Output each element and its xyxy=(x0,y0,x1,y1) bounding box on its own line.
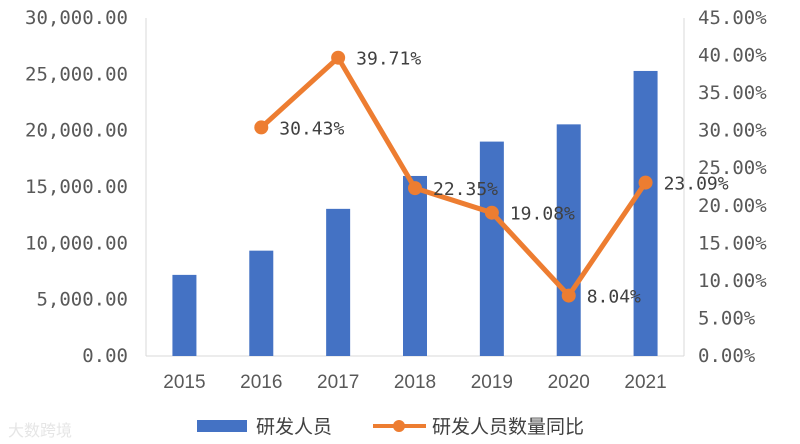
watermark-text: 大数跨境 xyxy=(8,421,72,440)
right-tick-label: 45.00% xyxy=(698,7,767,29)
x-tick-label: 2021 xyxy=(624,372,666,393)
watermark: 大数跨境 xyxy=(8,421,72,440)
left-tick-label: 0.00 xyxy=(82,345,128,367)
legend: 研发人员 研发人员数量同比 xyxy=(197,416,584,438)
line-point xyxy=(408,181,422,196)
line-data-label: 22.35% xyxy=(433,179,498,200)
bar-series xyxy=(172,70,658,356)
bar xyxy=(556,124,581,356)
line-path xyxy=(259,55,648,299)
line-point xyxy=(484,205,499,220)
line-data-label: 8.04% xyxy=(587,287,641,308)
right-axis-ticks: 0.00% 5.00% 10.00% 15.00% 20.00% 25.00% 30.00%… xyxy=(698,7,767,367)
legend-line-marker xyxy=(393,420,405,432)
x-tick-label: 2015 xyxy=(163,372,205,393)
x-tick-label: 2019 xyxy=(471,372,513,393)
line-point xyxy=(638,175,653,190)
right-tick-label: 20.00% xyxy=(698,195,767,217)
legend-bar-swatch xyxy=(197,420,247,432)
left-tick-label: 10,000.00 xyxy=(25,232,128,254)
line-series xyxy=(254,50,653,303)
left-tick-label: 30,000.00 xyxy=(25,7,128,29)
legend-bar-label: 研发人员 xyxy=(256,416,332,438)
bar xyxy=(172,274,197,356)
x-tick-label: 2017 xyxy=(317,372,359,393)
x-tick-label: 2016 xyxy=(240,372,282,393)
left-axis-ticks: 0.00 5,000.00 10,000.00 15,000.00 20,000.00 2… xyxy=(25,7,128,367)
x-axis-ticks: 2015 2016 2017 2018 2019 2020 2021 xyxy=(163,372,666,393)
left-tick-label: 20,000.00 xyxy=(25,120,128,142)
line-point xyxy=(561,288,576,303)
right-tick-label: 0.00% xyxy=(698,345,756,367)
right-tick-label: 25.00% xyxy=(698,157,767,179)
left-tick-label: 5,000.00 xyxy=(36,289,128,311)
line-data-label: 39.71% xyxy=(356,49,421,70)
line-point xyxy=(331,50,346,65)
right-tick-label: 35.00% xyxy=(698,82,767,104)
legend-line-label: 研发人员数量同比 xyxy=(432,416,584,438)
line-data-label: 23.09% xyxy=(664,174,729,195)
right-tick-label: 15.00% xyxy=(698,232,767,254)
x-tick-label: 2018 xyxy=(394,372,436,393)
right-tick-label: 10.00% xyxy=(698,270,767,292)
bar xyxy=(403,175,427,356)
bar xyxy=(249,250,274,356)
right-tick-label: 5.00% xyxy=(698,307,756,329)
bar xyxy=(326,208,351,356)
bar xyxy=(479,141,504,356)
left-tick-label: 25,000.00 xyxy=(25,63,128,85)
line-data-label: 19.08% xyxy=(510,204,575,225)
right-tick-label: 30.00% xyxy=(698,120,767,142)
right-tick-label: 40.00% xyxy=(698,45,767,67)
x-tick-label: 2020 xyxy=(548,372,590,393)
line-data-labels: 30.43% 39.71% 22.35% 19.08% 8.04% 23.09% xyxy=(279,49,728,308)
line-point xyxy=(254,120,269,135)
bar xyxy=(633,70,658,356)
line-data-label: 30.43% xyxy=(279,118,344,139)
left-tick-label: 15,000.00 xyxy=(25,176,128,198)
